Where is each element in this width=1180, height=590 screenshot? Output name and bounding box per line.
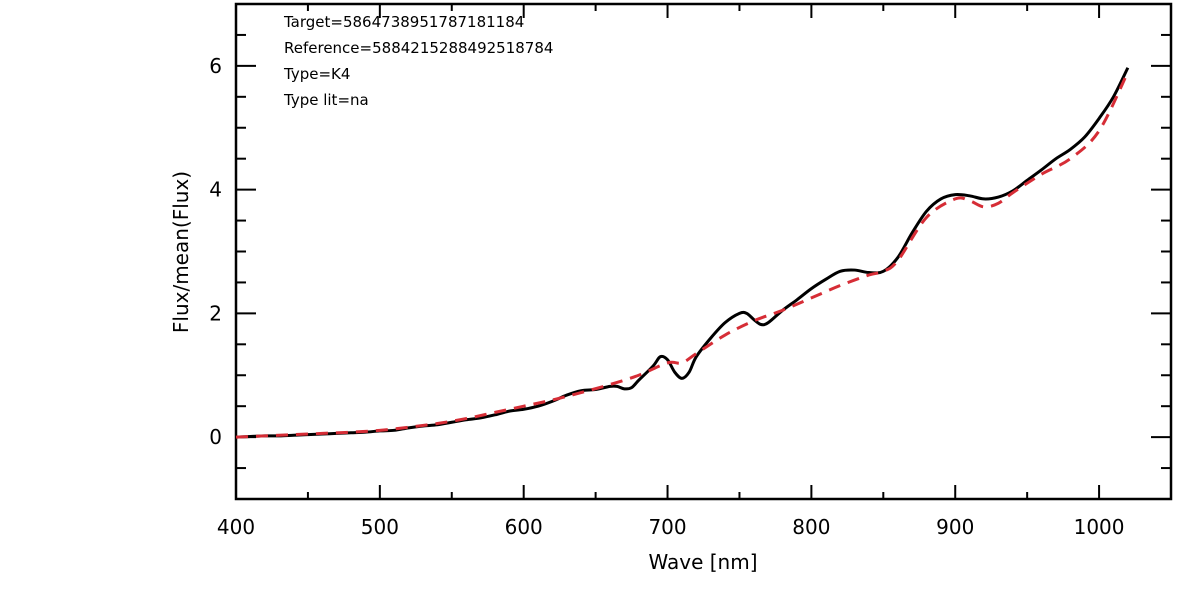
x-tick-label: 500 [361,515,399,539]
x-tick-label: 800 [792,515,830,539]
annotation-target: Target=5864738951787181184 [283,13,524,31]
x-tick-label: 700 [648,515,686,539]
axis-tick-labels: 400 500 600 700 800 900 1000 0 2 4 6 [209,54,1124,539]
x-tick-label: 600 [505,515,543,539]
reference-spectrum-line [235,71,1130,439]
x-tick-label: 400 [217,515,255,539]
plot-frame [234,2,1173,501]
series-group [235,67,1130,439]
axis-ticks [235,3,1172,500]
x-tick-label: 900 [936,515,974,539]
y-tick-label: 2 [209,301,222,325]
target-spectrum-line [235,67,1130,439]
annotation-type: Type=K4 [283,65,350,83]
y-tick-label: 0 [209,425,222,449]
y-tick-label: 4 [209,178,222,202]
y-tick-label: 6 [209,54,222,78]
annotation-reference: Reference=5884215288492518784 [284,39,553,57]
x-tick-label: 1000 [1074,515,1125,539]
y-axis-label: Flux/mean(Flux) [169,171,193,333]
x-axis-label: Wave [nm] [648,550,757,574]
annotation-type-lit: Type lit=na [283,91,369,109]
